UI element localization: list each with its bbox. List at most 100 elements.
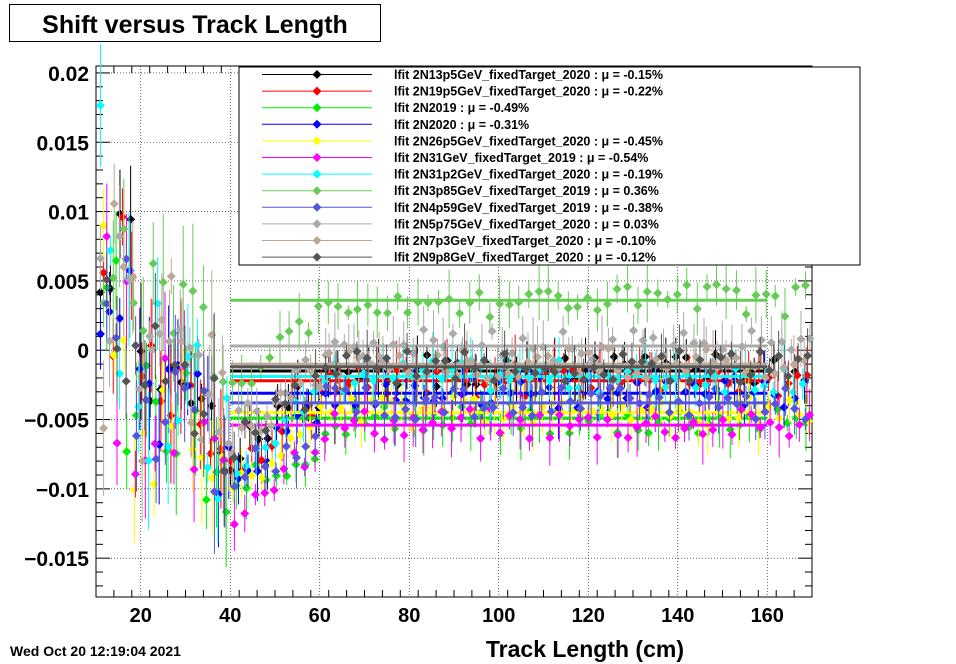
data-point-marker: [422, 366, 432, 376]
data-point-marker: [311, 371, 321, 381]
data-point-marker: [712, 280, 722, 290]
data-point-marker: [583, 412, 593, 422]
data-point-marker: [247, 378, 257, 388]
data-point-marker: [352, 304, 362, 314]
data-point-marker: [201, 495, 211, 505]
data-point-marker: [402, 346, 412, 356]
data-point-marker: [301, 442, 311, 452]
data-point-marker: [262, 411, 272, 421]
data-point-marker: [219, 466, 229, 476]
data-point-marker: [411, 414, 421, 424]
data-point-marker: [241, 483, 251, 493]
data-point-marker: [637, 357, 647, 367]
data-point-marker: [474, 288, 484, 298]
data-point-marker: [163, 442, 173, 452]
legend-entry-label: lfit 2N2020 : μ = -0.31%: [394, 118, 529, 132]
data-point-marker: [99, 423, 109, 433]
data-point-marker: [277, 426, 287, 436]
data-point-marker: [731, 285, 741, 295]
data-point-marker: [137, 456, 147, 466]
data-point-marker: [309, 387, 319, 397]
data-point-marker: [265, 353, 275, 363]
legend-entry-label: lfit 2N9p8GeV_fixedTarget_2020 : μ = -0.…: [394, 251, 656, 265]
data-point-marker: [734, 413, 744, 423]
legend-marker: [312, 119, 322, 129]
data-point-marker: [369, 428, 379, 438]
data-point-marker: [741, 391, 751, 401]
x-tick-label: 20: [130, 605, 152, 627]
data-point-marker: [613, 430, 623, 440]
data-point-marker: [359, 406, 369, 416]
data-point-marker: [751, 290, 761, 300]
data-point-marker: [479, 403, 489, 413]
data-point-marker: [735, 377, 745, 387]
data-point-marker: [518, 333, 528, 343]
data-point-marker: [448, 329, 458, 339]
data-point-marker: [421, 394, 431, 404]
data-point-marker: [95, 100, 105, 110]
legend-marker: [312, 219, 322, 229]
legend-marker: [312, 186, 322, 196]
data-point-marker: [112, 438, 122, 448]
data-point-marker: [282, 471, 292, 481]
data-point-marker: [779, 402, 789, 412]
data-point-marker: [300, 405, 310, 415]
data-point-marker: [286, 433, 296, 443]
data-point-marker: [479, 355, 489, 365]
data-point-marker: [158, 277, 168, 287]
data-point-marker: [486, 386, 496, 396]
data-point-marker: [95, 287, 105, 297]
data-point-marker: [189, 464, 199, 474]
data-point-marker: [695, 355, 705, 365]
data-point-marker: [602, 299, 612, 309]
data-point-marker: [341, 385, 351, 395]
data-point-marker: [329, 409, 339, 419]
data-point-marker: [313, 301, 323, 311]
y-tick-label: −0.015: [24, 548, 89, 571]
legend-entry-label: lfit 2N3p85GeV_fixedTarget_2019 : μ = 0.…: [394, 184, 659, 198]
legend-entry-label: lfit 2N31GeV_fixedTarget_2019 : μ = -0.5…: [394, 151, 648, 165]
data-point-marker: [770, 399, 780, 409]
data-point-marker: [260, 461, 270, 471]
data-point-marker: [750, 385, 760, 395]
legend-box: [238, 66, 861, 266]
data-point-marker: [333, 301, 343, 311]
data-point-marker: [141, 395, 151, 405]
data-point-marker: [503, 368, 513, 378]
data-point-marker: [99, 268, 109, 278]
data-point-marker: [150, 439, 160, 449]
data-point-marker: [587, 354, 597, 364]
data-point-marker: [701, 345, 711, 355]
data-point-marker: [105, 336, 115, 346]
data-point-marker: [138, 326, 148, 336]
data-point-marker: [304, 328, 314, 338]
x-tick-label: 120: [572, 605, 605, 627]
y-tick-label: 0.005: [36, 271, 89, 294]
legend-marker: [312, 86, 322, 96]
data-point-marker: [286, 393, 296, 403]
legend-marker: [312, 70, 322, 79]
timestamp: Wed Oct 20 12:19:04 2021: [10, 643, 181, 659]
data-point-marker: [518, 403, 528, 413]
data-point-marker: [702, 282, 712, 292]
chart-title: Shift versus Track Length: [42, 11, 348, 39]
y-tick-label: 0.01: [48, 202, 89, 225]
data-point-marker: [419, 325, 429, 335]
data-point-marker: [206, 449, 216, 459]
data-point-marker: [537, 402, 547, 412]
data-point-marker: [151, 397, 161, 407]
legend-entry-label: lfit 2N4p59GeV_fixedTarget_2019 : μ = -0…: [394, 201, 663, 215]
data-point-marker: [291, 366, 301, 376]
data-point-marker: [119, 262, 129, 272]
data-point-marker: [574, 414, 584, 424]
data-point-marker: [301, 355, 311, 365]
data-point-marker: [368, 376, 378, 386]
data-point-marker: [185, 343, 195, 353]
data-point-marker: [213, 494, 223, 504]
data-point-marker: [235, 454, 245, 464]
data-point-marker: [627, 357, 637, 367]
data-point-marker: [295, 430, 305, 440]
data-point-marker: [237, 378, 247, 388]
data-point-marker: [267, 458, 277, 468]
data-point-marker: [487, 326, 497, 336]
